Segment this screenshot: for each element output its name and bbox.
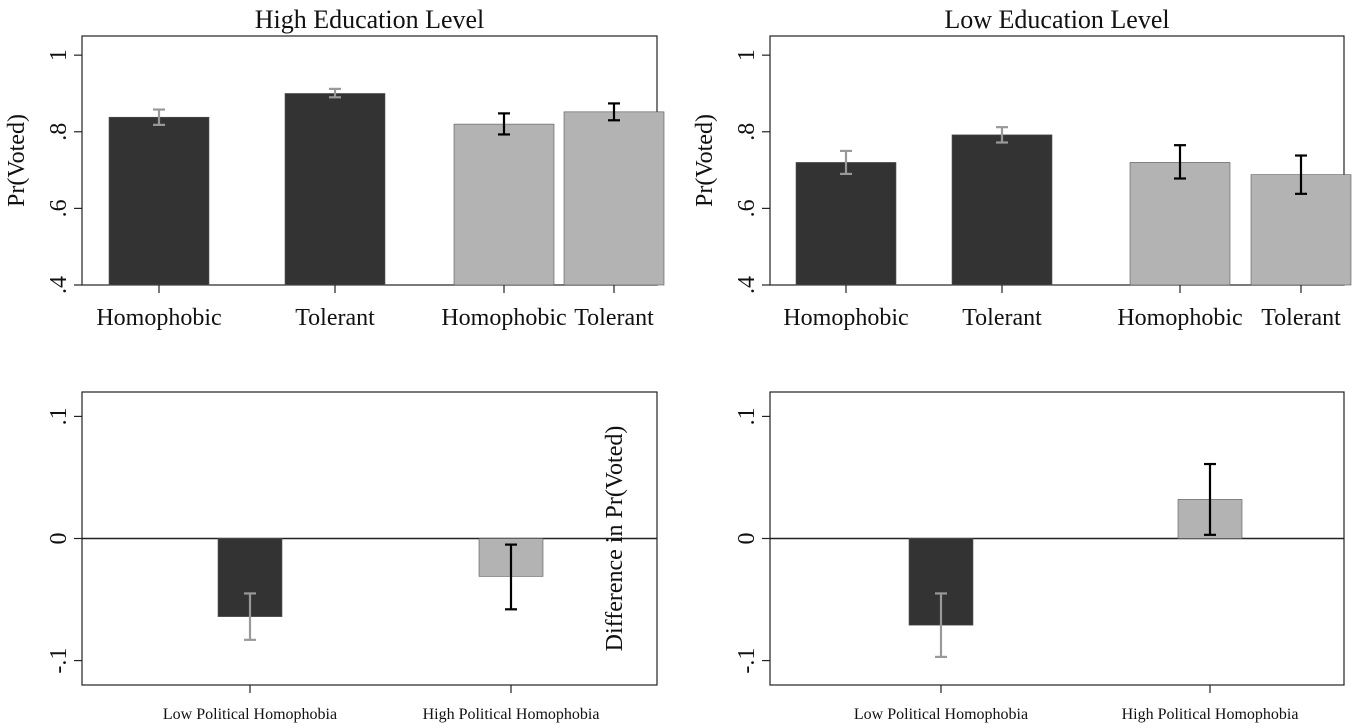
- x-tick-label: Tolerant: [574, 305, 654, 331]
- y-tick-label: .6: [46, 199, 72, 217]
- y-tick-label: .1: [46, 407, 72, 425]
- x-tick-label: High Political Homophobia: [1122, 706, 1299, 723]
- bar: [453, 123, 555, 286]
- y-tick-label: .4: [734, 276, 760, 294]
- x-tick-label: Low Political Homophobia: [163, 706, 337, 723]
- y-tick-label: 1: [734, 49, 760, 61]
- x-tick-label: Homophobic: [441, 305, 566, 331]
- x-tick-label: Homophobic: [783, 305, 908, 331]
- y-axis-title: Pr(Voted): [4, 114, 30, 207]
- plot-frame: [769, 35, 1345, 286]
- chart-title: High Education Level: [255, 5, 485, 34]
- bar: [284, 93, 386, 286]
- y-tick-label: .8: [46, 123, 72, 141]
- x-tick-label: Homophobic: [1117, 305, 1242, 331]
- y-axis-title: Difference in Pr(Voted): [602, 426, 628, 652]
- y-tick-label: .8: [734, 123, 760, 141]
- chart-panel-bottom-left: -.1 0 .1 Low Political Homophobia High Polit…: [46, 391, 658, 723]
- bar: [563, 111, 665, 286]
- y-axis-title: Pr(Voted): [692, 114, 718, 207]
- x-tick-label: Tolerant: [295, 305, 375, 331]
- y-tick-label: .1: [734, 407, 760, 425]
- y-tick-label: .4: [46, 276, 72, 294]
- x-tick-label: Tolerant: [1261, 305, 1341, 331]
- chart-panel-bottom-right: -.1 0 .1 Difference in Pr(Voted) Low Politic…: [602, 391, 1345, 723]
- y-tick-label: .6: [734, 199, 760, 217]
- chart-title: Low Education Level: [944, 5, 1169, 34]
- x-tick-label: Homophobic: [96, 305, 221, 331]
- chart-panel-top-left: High Education Level .4 .6 .8 1 Pr(Voted) Homo…: [4, 5, 665, 331]
- bar: [108, 116, 210, 286]
- bar: [1129, 162, 1231, 286]
- y-tick-label: -.1: [46, 648, 72, 674]
- y-tick-label: 1: [46, 49, 72, 61]
- y-tick-label: 0: [46, 533, 72, 545]
- bar: [951, 134, 1053, 286]
- y-tick-label: 0: [734, 533, 760, 545]
- x-tick-label: Tolerant: [962, 305, 1042, 331]
- chart-panel-top-right: Low Education Level .4 .6 .8 1 Pr(Voted) Homop…: [692, 5, 1352, 331]
- bar: [795, 162, 897, 286]
- x-tick-label: Low Political Homophobia: [854, 706, 1028, 723]
- x-tick-label: High Political Homophobia: [423, 706, 600, 723]
- y-tick-label: -.1: [734, 648, 760, 674]
